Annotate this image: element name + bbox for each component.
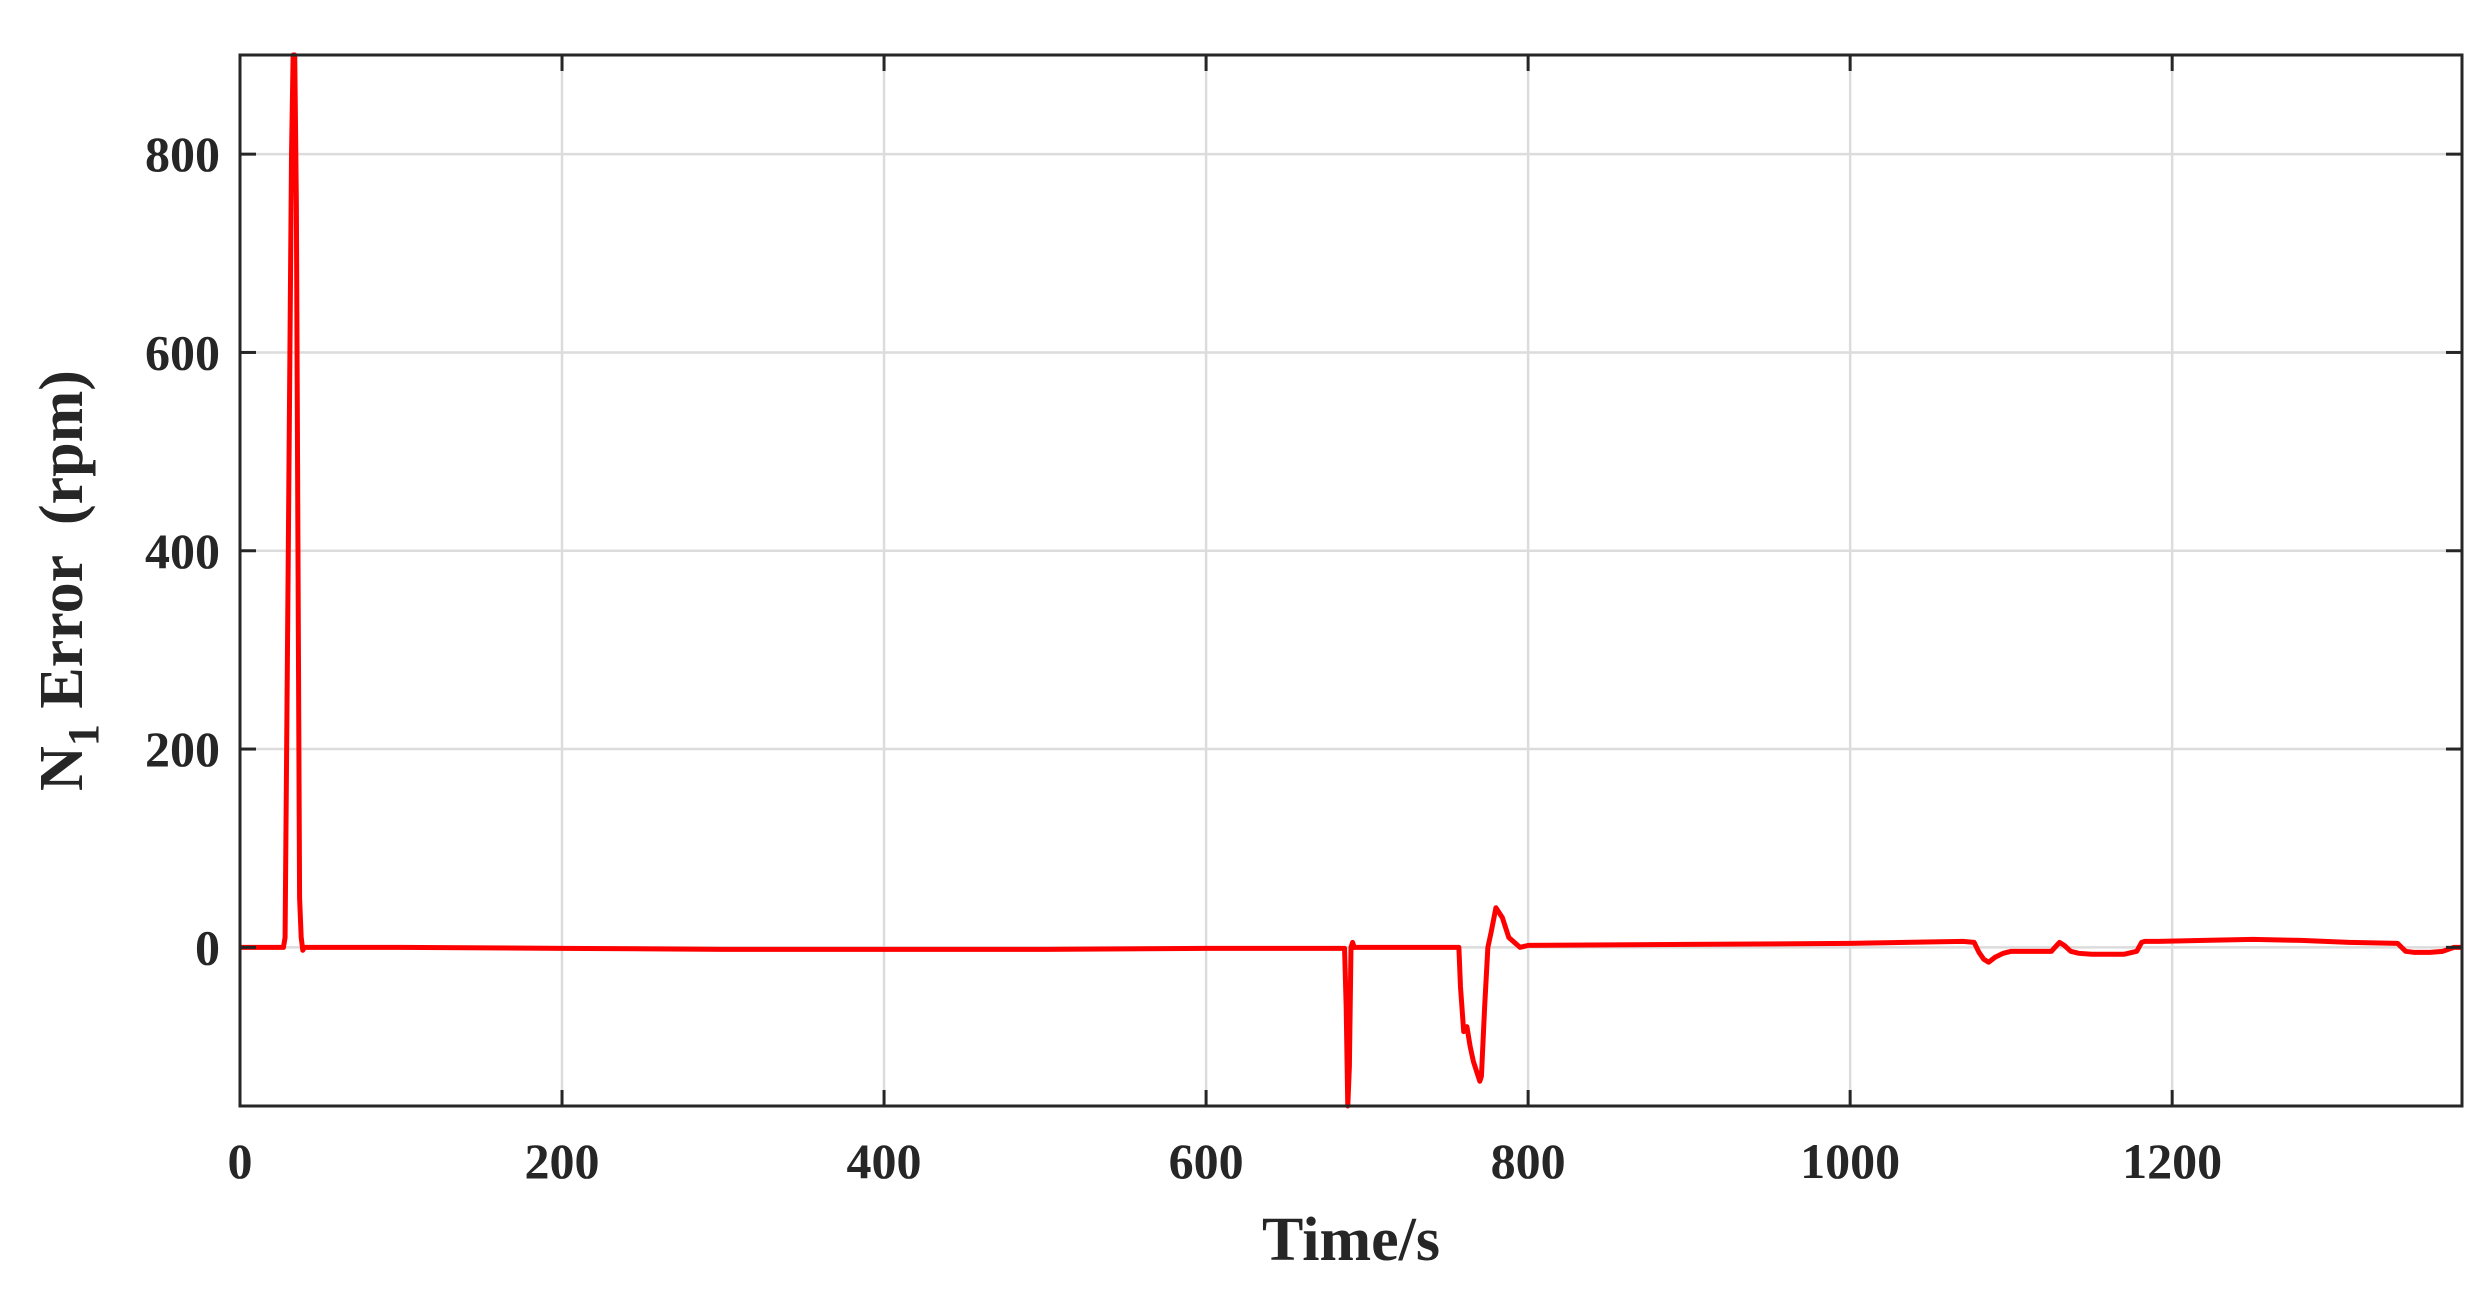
y-tick-label: 0 <box>195 919 220 975</box>
x-axis-label: Time/s <box>1262 1206 1440 1274</box>
y-tick-label: 400 <box>145 523 220 579</box>
y-axis-label-base: N <box>28 746 96 791</box>
y-tick-label: 600 <box>145 324 220 380</box>
x-tick-label: 400 <box>847 1133 922 1189</box>
series-layer <box>240 52 2462 1109</box>
y-tick-label: 800 <box>145 126 220 182</box>
x-tick-label: 600 <box>1169 1133 1244 1189</box>
y-axis-label-rest: Error (rpm) <box>28 370 96 724</box>
x-tick-label: 1200 <box>2122 1133 2222 1189</box>
series-line-1 <box>240 52 2462 1109</box>
y-axis-label-subscript: 1 <box>59 724 108 746</box>
y-tick-labels: 0 200 400 600 800 <box>145 126 220 975</box>
x-tick-label: 0 <box>228 1133 253 1189</box>
x-tick-labels: 0 200 400 600 800 1000 1200 <box>228 1133 2223 1189</box>
plot-frame <box>238 53 2464 1108</box>
x-tick-label: 1000 <box>1800 1133 1900 1189</box>
y-axis-label: N1 Error (rpm) <box>28 370 108 791</box>
y-tick-label: 200 <box>145 721 220 777</box>
x-tick-label: 800 <box>1491 1133 1566 1189</box>
tick-marks <box>238 55 2462 1106</box>
x-tick-label: 200 <box>525 1133 600 1189</box>
